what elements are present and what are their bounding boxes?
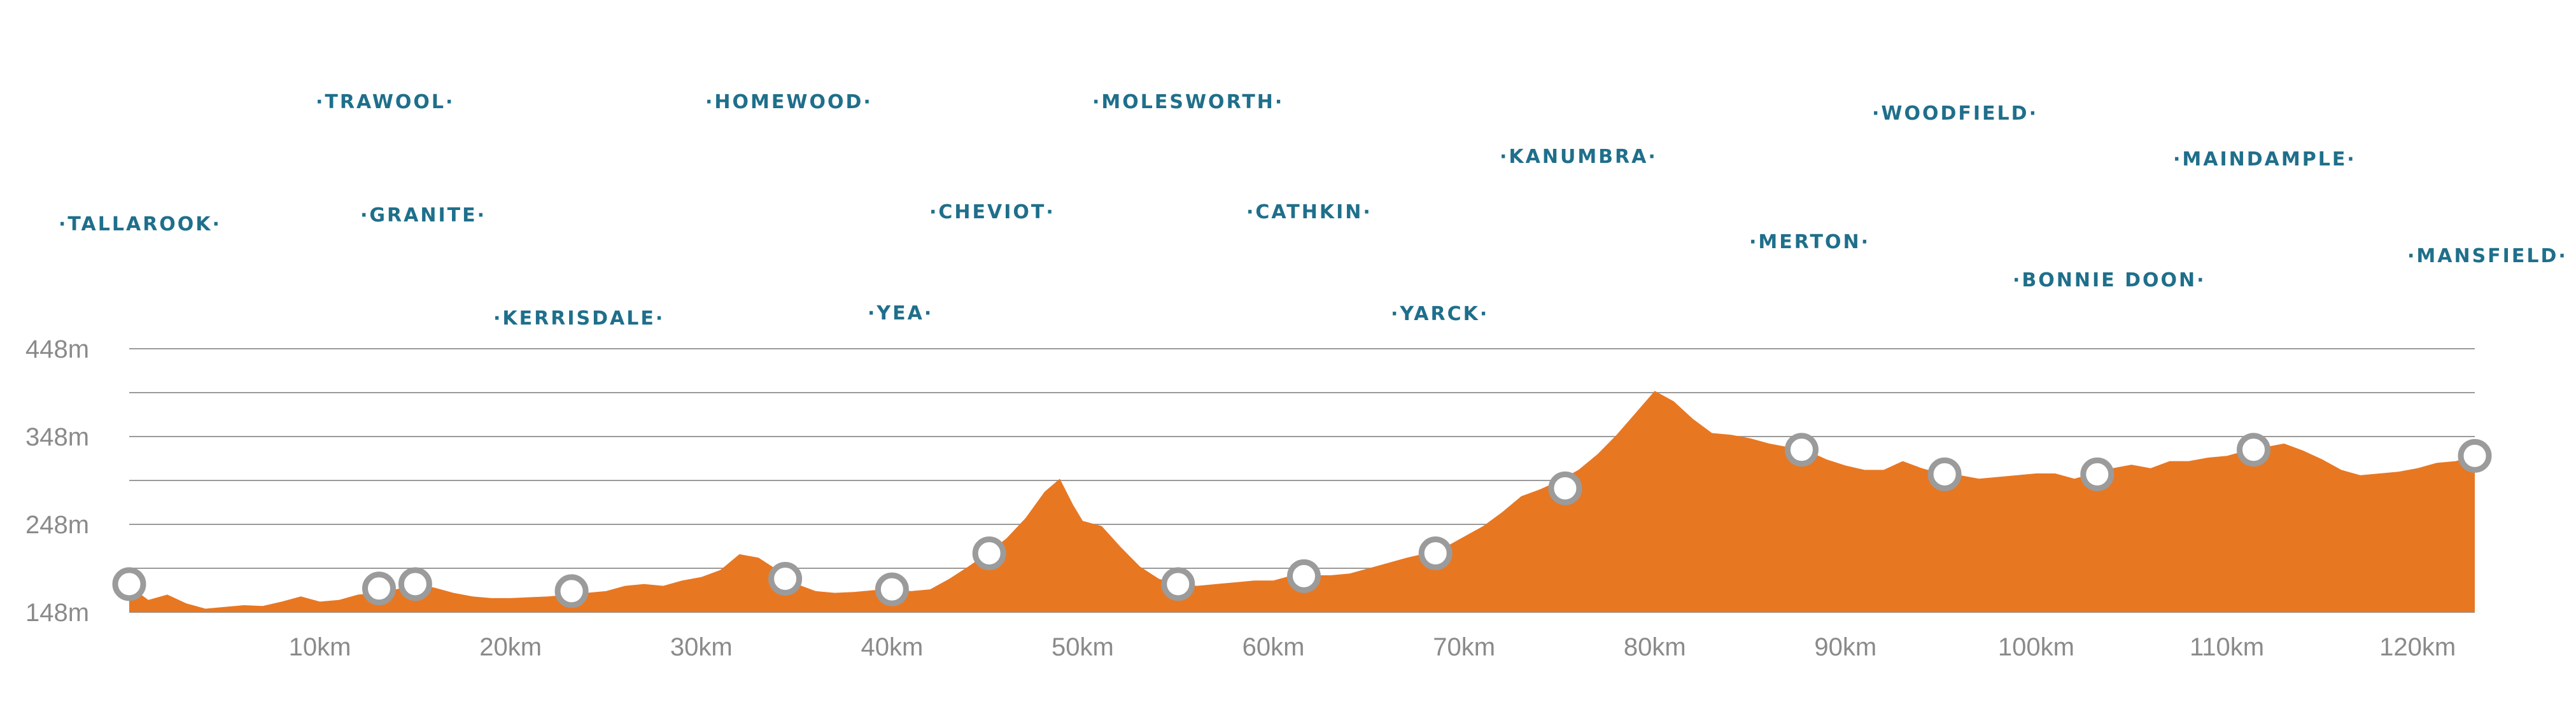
waypoint-marker-maindample: [2236, 433, 2270, 467]
waypoint-marker-trawool: [362, 571, 396, 606]
waypoint-marker-kerrisdale: [554, 574, 589, 608]
x-tick-label-120: 120km: [2379, 633, 2456, 661]
town-labels: ·TALLAROOK· ·TRAWOOL· ·GRANITE· ·KERRISDALE…: [59, 91, 2568, 330]
waypoint-marker-granite: [398, 567, 432, 601]
waypoint-marker-yarck: [1418, 536, 1453, 571]
town-label-kerrisdale: ·KERRISDALE·: [493, 307, 665, 330]
waypoint-marker-cheviot: [972, 536, 1006, 571]
town-label-yea: ·YEA·: [868, 302, 933, 325]
town-label-cathkin: ·CATHKIN·: [1246, 201, 1372, 223]
waypoint-marker-cathkin: [1286, 559, 1321, 593]
town-label-tallarook: ·TALLAROOK·: [59, 213, 222, 235]
y-tick-label-448: 448m: [25, 335, 89, 363]
grid-lines: [129, 348, 2475, 613]
waypoint-marker-tallarook: [112, 567, 146, 601]
y-tick-label-148: 148m: [25, 599, 89, 627]
x-axis-labels: 10km 20km 30km 40km 50km 60km 70km 80km 90km 100k…: [289, 633, 2456, 661]
waypoint-marker-woodfield: [1927, 457, 1962, 491]
x-tick-label-100: 100km: [1998, 633, 2074, 661]
x-tick-label-50: 50km: [1052, 633, 1114, 661]
town-label-homewood: ·HOMEWOOD·: [705, 91, 873, 113]
x-tick-label-70: 70km: [1433, 633, 1495, 661]
town-label-maindample: ·MAINDAMPLE·: [2173, 148, 2356, 171]
x-tick-label-90: 90km: [1814, 633, 1876, 661]
x-tick-label-110: 110km: [2190, 633, 2264, 661]
waypoint-marker-mansfield: [2458, 438, 2492, 473]
waypoint-marker-homewood: [768, 562, 803, 596]
x-tick-label-40: 40km: [861, 633, 923, 661]
town-label-molesworth: ·MOLESWORTH·: [1092, 91, 1284, 113]
elevation-area: [129, 391, 2475, 612]
town-label-trawool: ·TRAWOOL·: [316, 91, 454, 113]
town-label-yarck: ·YARCK·: [1391, 303, 1489, 325]
waypoint-marker-molesworth: [1161, 567, 1195, 601]
x-tick-label-10: 10km: [289, 633, 351, 661]
waypoint-marker-yea: [875, 572, 909, 606]
waypoint-marker-kanumbra: [1548, 471, 1582, 505]
y-tick-label-248: 248m: [25, 511, 89, 539]
waypoint-markers: [112, 433, 2492, 608]
town-label-bonnie-doon: ·BONNIE DOON·: [2013, 269, 2206, 291]
x-tick-label-30: 30km: [670, 633, 733, 661]
waypoint-marker-merton: [1784, 433, 1819, 467]
town-label-mansfield: ·MANSFIELD·: [2407, 245, 2568, 267]
waypoint-marker-bonnie-doon: [2080, 457, 2115, 491]
town-label-merton: ·MERTON·: [1749, 231, 1870, 253]
town-label-kanumbra: ·KANUMBRA·: [1500, 146, 1658, 168]
town-label-woodfield: ·WOODFIELD·: [1872, 102, 2038, 125]
town-label-granite: ·GRANITE·: [360, 204, 486, 227]
y-tick-label-348: 348m: [25, 423, 89, 451]
town-label-cheviot: ·CHEVIOT·: [929, 201, 1055, 223]
x-tick-label-80: 80km: [1624, 633, 1686, 661]
y-axis-labels: 148m 248m 348m 448m: [25, 335, 89, 627]
x-tick-label-60: 60km: [1242, 633, 1305, 661]
x-tick-label-20: 20km: [479, 633, 542, 661]
